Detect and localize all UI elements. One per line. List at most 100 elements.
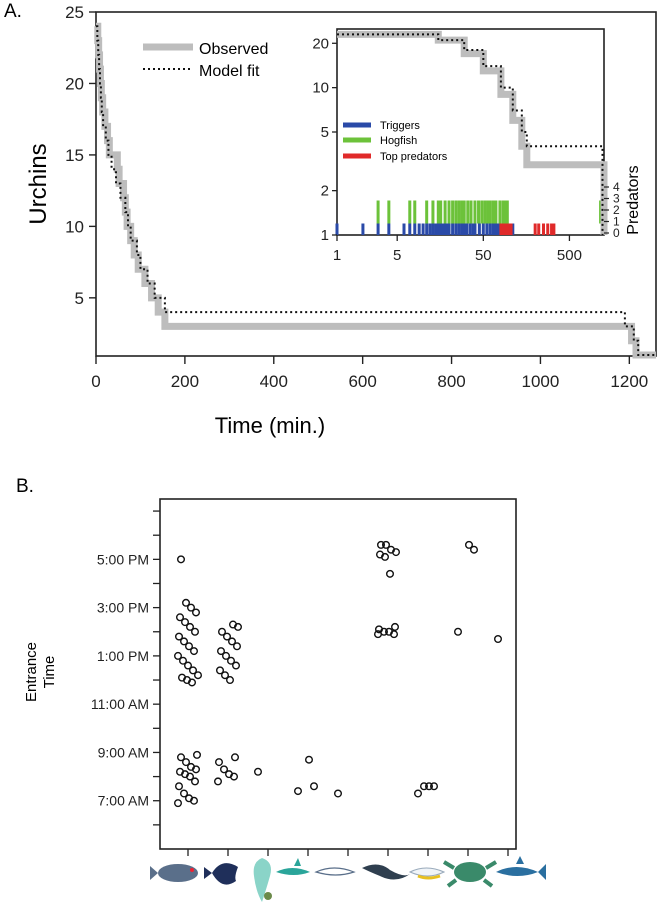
entrance-time-point xyxy=(175,613,184,622)
entrance-time-point xyxy=(179,789,188,798)
entrance-time-point xyxy=(174,782,183,791)
entrance-time-point xyxy=(228,620,237,629)
entrance-time-point xyxy=(232,642,241,651)
entrance-time-point xyxy=(377,540,386,549)
entrance-time-point xyxy=(176,555,185,564)
entrance-time-point xyxy=(181,598,190,607)
inset-observed-line xyxy=(337,30,608,235)
x-tick-label: 800 xyxy=(437,372,465,391)
entrance-time-point xyxy=(230,753,239,762)
inset-x-tick-label: 1 xyxy=(333,247,341,264)
entrance-time-tick-label: 1:00 PM xyxy=(97,648,149,664)
entrance-time-point xyxy=(375,625,384,634)
entrance-time-point xyxy=(454,627,463,636)
y-tick-label: 15 xyxy=(65,146,84,165)
inset-x-tick-label: 5 xyxy=(393,247,401,264)
sea-lion-icon xyxy=(362,864,410,880)
entrance-time-point xyxy=(193,671,202,680)
entrance-time-tick-label: 9:00 AM xyxy=(98,744,149,760)
entrance-time-point xyxy=(494,635,503,644)
x-tick-label: 600 xyxy=(348,372,376,391)
entrance-time-point xyxy=(465,540,474,549)
entrance-time-point xyxy=(184,642,193,651)
entrance-time-point xyxy=(186,762,195,771)
entrance-time-point xyxy=(470,545,479,554)
inset-y-tick-label: 5 xyxy=(321,124,329,141)
entrance-time-point xyxy=(382,540,391,549)
triggerfish-icon xyxy=(204,863,238,885)
entrance-time-point xyxy=(190,627,199,636)
panel-b-x-axis xyxy=(187,849,509,856)
entrance-time-point xyxy=(186,603,195,612)
predator-presence-bars xyxy=(335,200,604,235)
x-tick-label: 400 xyxy=(260,372,288,391)
inset-right-tick-label: 4 xyxy=(613,180,620,194)
entrance-time-point xyxy=(294,787,303,796)
entrance-time-point xyxy=(183,661,192,670)
y-tick-label: 5 xyxy=(75,289,84,308)
inset-y-tick-label: 20 xyxy=(312,35,329,52)
entrance-time-points xyxy=(173,540,503,808)
entrance-time-point xyxy=(219,765,228,774)
entrance-time-point xyxy=(214,758,223,767)
entrance-time-tick-label: 3:00 PM xyxy=(97,600,149,616)
entrance-time-point xyxy=(213,777,222,786)
entrance-time-point xyxy=(227,637,236,646)
y-tick-label: 20 xyxy=(65,74,84,93)
entrance-time-point xyxy=(215,666,224,675)
entrance-time-point xyxy=(391,622,400,631)
panel-a-y-axis: 5 10 15 20 25 xyxy=(65,3,96,308)
x-tick-label: 1000 xyxy=(522,372,560,391)
entrance-time-point xyxy=(221,651,230,660)
panel-b-y-label-line2: Time xyxy=(41,656,58,689)
entrance-time-point xyxy=(188,666,197,675)
inset-right-tick-label: 1 xyxy=(613,215,620,229)
panel-a-legend: Observed Model fit xyxy=(143,41,268,80)
entrance-time-point xyxy=(226,656,235,665)
x-tick-label: 0 xyxy=(91,372,100,391)
entrance-time-point xyxy=(177,673,186,682)
entrance-time-point xyxy=(305,755,314,764)
entrance-time-point xyxy=(220,671,229,680)
inset-right-tick-label: 3 xyxy=(613,192,620,206)
entrance-time-point xyxy=(184,794,193,803)
entrance-time-point xyxy=(386,569,395,578)
sea-turtle-icon xyxy=(442,860,498,888)
entrance-time-point xyxy=(253,767,262,776)
x-tick-label: 200 xyxy=(171,372,199,391)
entrance-time-tick-label: 5:00 PM xyxy=(97,551,149,567)
inset-right-tick-label: 2 xyxy=(613,203,620,217)
inset-right-axis-label: Predators xyxy=(625,165,642,234)
entrance-time-point xyxy=(310,782,319,791)
panel-a-frame xyxy=(95,11,657,357)
entrance-time-point xyxy=(334,789,343,798)
legend-hogfish-label: Hogfish xyxy=(380,135,417,147)
small-shark-icon xyxy=(276,858,310,875)
y-tick-label: 10 xyxy=(65,217,84,236)
entrance-time-point xyxy=(191,608,200,617)
entrance-time-point xyxy=(414,789,423,798)
legend-model-fit-label: Model fit xyxy=(199,63,260,80)
panel-a-label: A. xyxy=(4,1,22,22)
inset-x-axis: 1 5 50 500 xyxy=(333,235,582,264)
inset-model-fit-line xyxy=(337,33,604,235)
inset-x-tick-label: 50 xyxy=(475,247,492,264)
entrance-time-point xyxy=(217,627,226,636)
legend-triggers-label: Triggers xyxy=(380,120,420,132)
entrance-time-point xyxy=(385,627,394,636)
panel-b-frame xyxy=(159,498,517,850)
panel-b-y-label-line1: Entrance xyxy=(23,642,40,702)
panel-a-x-label: Time (min.) xyxy=(215,413,325,438)
entrance-time-point xyxy=(189,647,198,656)
inset-legend: Triggers Hogfish Top predators xyxy=(343,120,448,163)
entrance-time-point xyxy=(231,661,240,670)
entrance-time-point xyxy=(173,799,182,808)
parrotfish-icon xyxy=(150,864,198,882)
species-icon-row xyxy=(150,856,546,902)
entrance-time-point xyxy=(192,750,201,759)
panel-b-y-axis: 7:00 AM 9:00 AM 11:00 AM 1:00 PM 3:00 PM 5:00… xyxy=(91,510,160,826)
hogfish-icon xyxy=(253,858,272,902)
entrance-time-point xyxy=(216,647,225,656)
inset-y-tick-label: 2 xyxy=(321,183,329,200)
